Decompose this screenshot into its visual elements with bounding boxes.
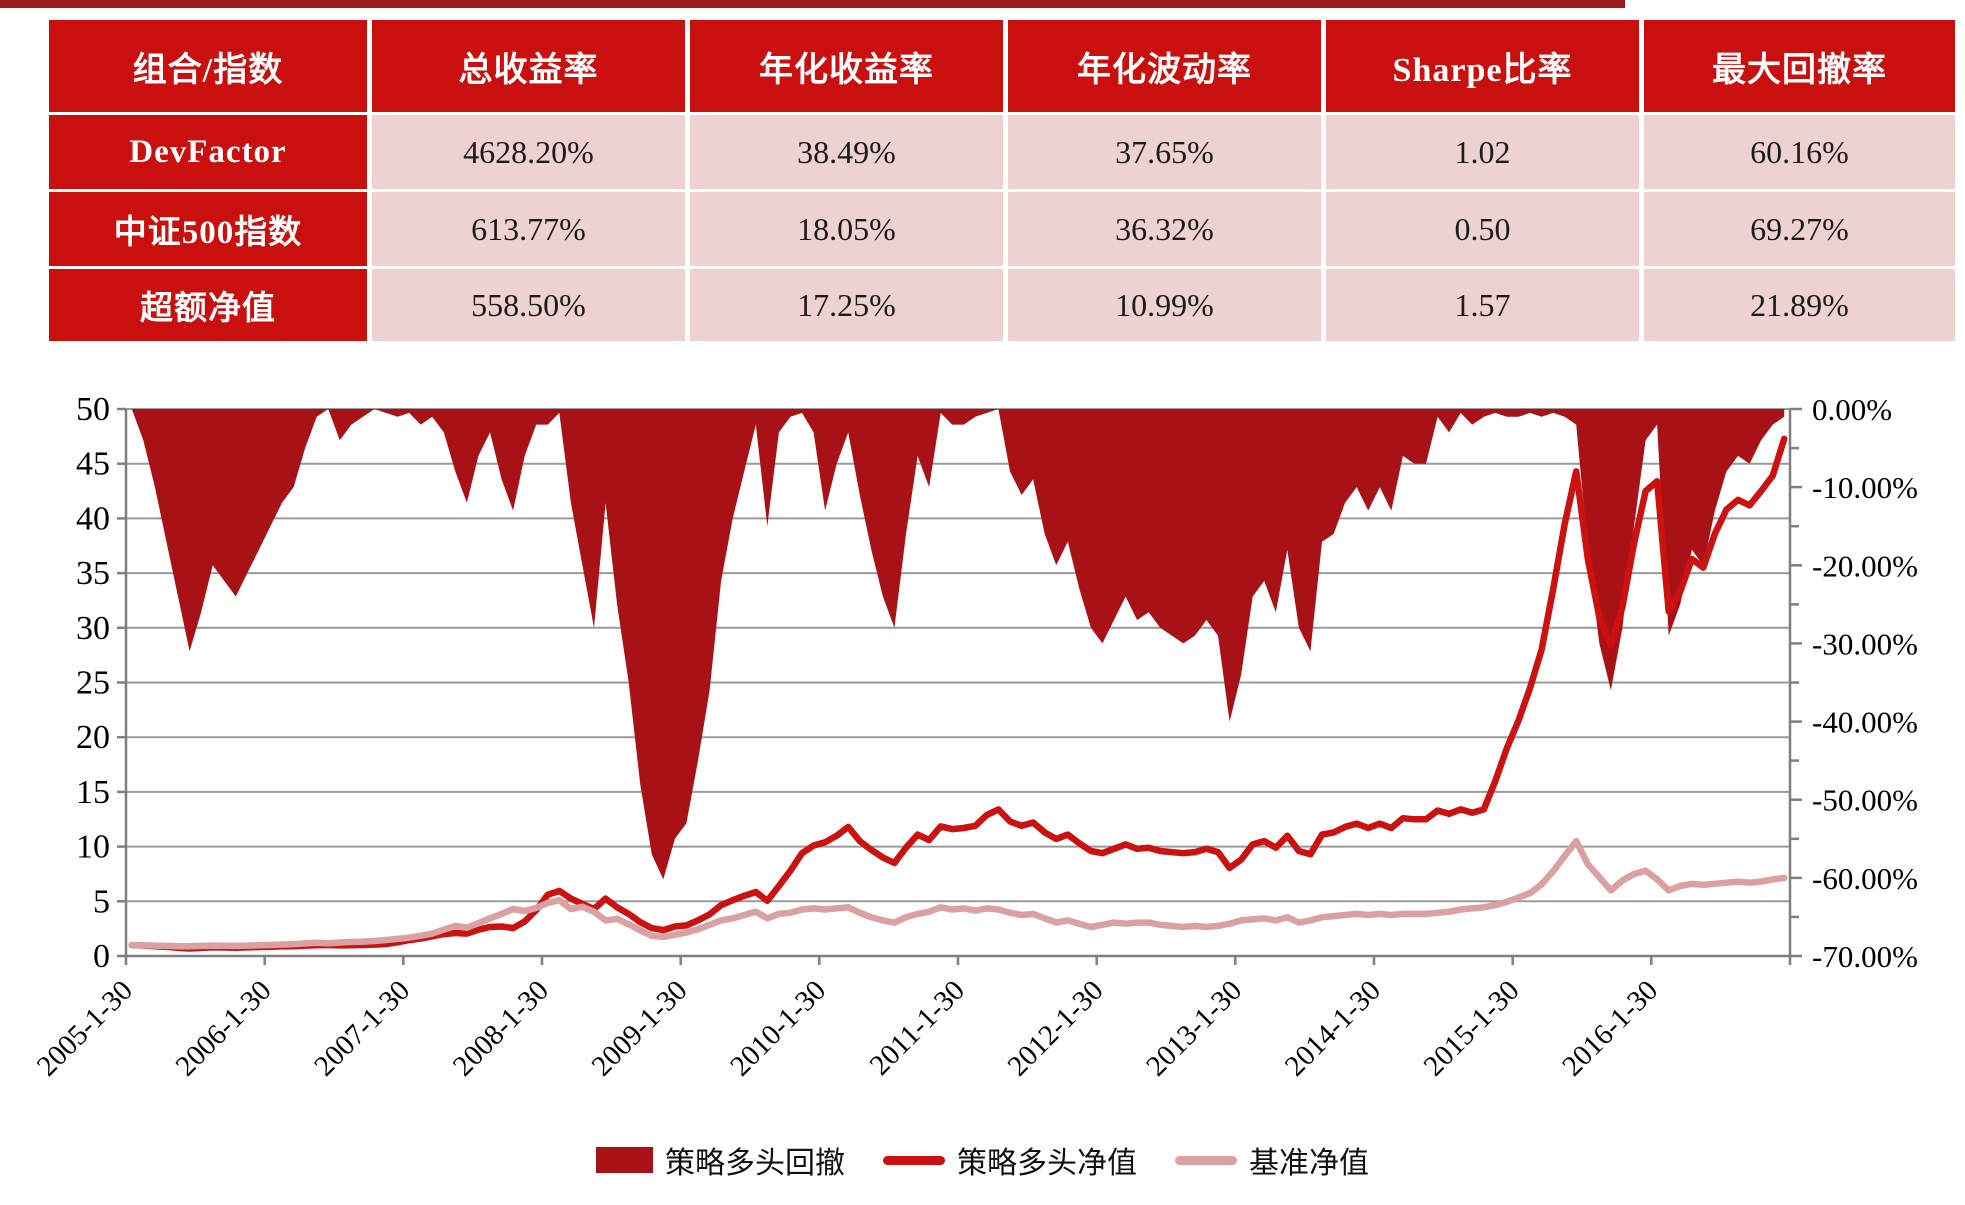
x-axis-label: 2008-1-30 [447,974,555,1082]
table-cell-r2-c2: 10.99% [1008,269,1321,341]
x-axis-label: 2009-1-30 [586,974,694,1082]
right-axis-label: 0.00% [1812,392,1892,427]
legend-item-drawdown: 策略多头回撤 [596,1138,845,1182]
left-axis-label: 10 [76,829,110,866]
left-axis-label: 50 [76,391,110,428]
table-header-4: Sharpe比率 [1326,20,1639,112]
x-axis-label: 2014-1-30 [1279,974,1387,1082]
left-axis-label: 15 [76,774,110,811]
chart-svg: 0 5 10 15 20 25 30 35 40 45 50 0.00% -10.00% -20.00% -… [31,391,1918,1082]
table-cell-r2-c4: 21.89% [1644,269,1955,341]
x-axis-label: 2007-1-30 [308,974,416,1082]
table-cell-r1-c1: 18.05% [690,192,1003,266]
x-axis-label: 2016-1-30 [1556,974,1664,1082]
left-axis-label: 5 [93,883,110,920]
right-axis-label: -10.00% [1812,470,1918,505]
table-cell-r1-c2: 36.32% [1008,192,1321,266]
chart-legend: 策略多头回撤 策略多头净值 基准净值 [0,1138,1965,1182]
line-swatch-icon [883,1155,945,1165]
performance-table: 组合/指数 总收益率 年化收益率 年化波动率 Sharpe比率 最大回撤率 DevFacto… [49,20,1955,341]
legend-item-strategy-nav: 策略多头净值 [883,1138,1137,1182]
table-cell-r2-c3: 1.57 [1326,269,1639,341]
right-axis-label: -30.00% [1812,626,1918,661]
x-axis-label: 2013-1-30 [1140,974,1248,1082]
line-swatch-icon [1175,1155,1237,1165]
left-axis-label: 40 [76,500,110,537]
table-header-3: 年化波动率 [1008,20,1321,112]
x-axis-label: 2011-1-30 [864,974,971,1081]
table-cell-r2-c0: 558.50% [372,269,685,341]
legend-item-benchmark-nav: 基准净值 [1175,1138,1369,1182]
left-axis-label: 20 [76,719,110,756]
left-axis-label: 45 [76,446,110,483]
table-row-label-1: 中证500指数 [49,192,367,266]
series-line-strategy-nav [128,435,1788,952]
series-line-benchmark-nav [128,837,1788,950]
legend-label: 策略多头回撤 [665,1147,845,1180]
legend-label: 策略多头净值 [957,1147,1137,1180]
series-area-drawdown [131,409,1785,880]
x-axis-label: 2005-1-30 [31,974,139,1082]
left-axis-label: 0 [93,938,110,975]
table-header-1: 总收益率 [372,20,685,112]
table-row-label-0: DevFactor [49,115,367,189]
table-header-0: 组合/指数 [49,20,367,112]
left-axis-label: 30 [76,610,110,647]
x-axis-label: 2010-1-30 [724,974,832,1082]
table-cell-r1-c3: 0.50 [1326,192,1639,266]
right-axis-label: -60.00% [1812,861,1918,896]
x-axis-label: 2015-1-30 [1418,974,1526,1082]
right-axis-label: -40.00% [1812,705,1918,740]
right-axis-label: -50.00% [1812,783,1918,818]
table-row-label-2: 超额净值 [49,269,367,341]
section-divider-bar [0,0,1625,8]
table-cell-r0-c4: 60.16% [1644,115,1955,189]
table-cell-r2-c1: 17.25% [690,269,1003,341]
table-cell-r0-c3: 1.02 [1326,115,1639,189]
table-header-5: 最大回撤率 [1644,20,1955,112]
legend-label: 基准净值 [1249,1147,1369,1180]
right-axis-label: -70.00% [1812,939,1918,974]
x-axis-label: 2012-1-30 [1002,974,1110,1082]
table-cell-r0-c2: 37.65% [1008,115,1321,189]
left-axis-label: 35 [76,555,110,592]
table-header-2: 年化收益率 [690,20,1003,112]
right-axis-label: -20.00% [1812,548,1918,583]
left-axis-label: 25 [76,665,110,702]
table-cell-r0-c1: 38.49% [690,115,1003,189]
table-cell-r1-c4: 69.27% [1644,192,1955,266]
x-axis-label: 2006-1-30 [170,974,278,1082]
table-cell-r0-c0: 4628.20% [372,115,685,189]
area-swatch-icon [596,1147,653,1173]
table-cell-r1-c0: 613.77% [372,192,685,266]
drawdown-nav-chart: 0 5 10 15 20 25 30 35 40 45 50 0.00% -10.00% -20.00% -… [0,310,1965,1200]
